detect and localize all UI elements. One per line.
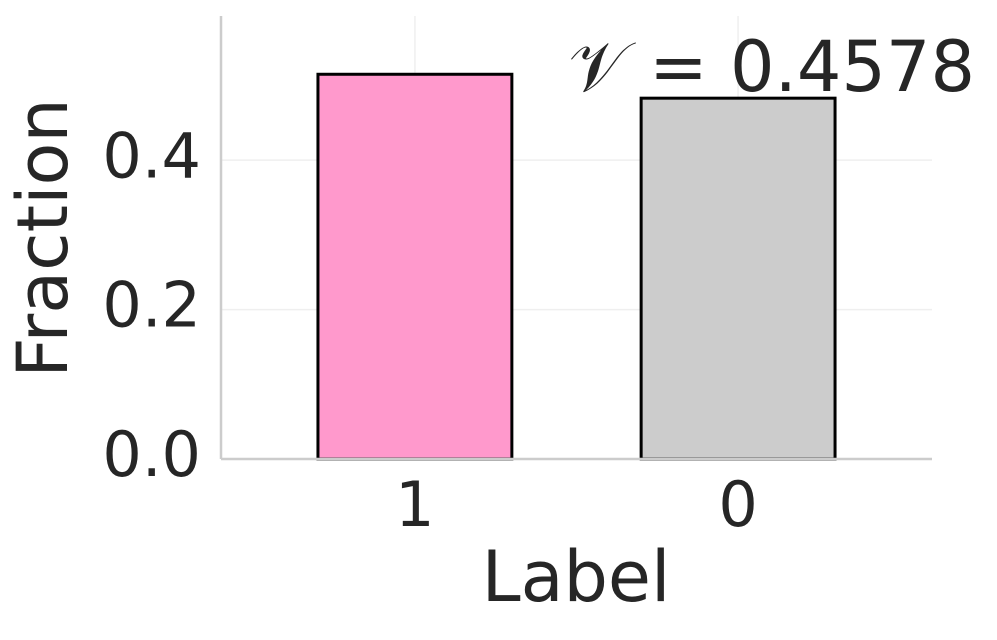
bar <box>639 96 837 461</box>
bar <box>316 72 514 461</box>
y-axis-label: Fraction <box>2 98 84 377</box>
y-tick-label: 0.0 <box>102 418 201 491</box>
x-axis-label: Label <box>482 536 671 618</box>
x-tick-label: 1 <box>395 468 434 541</box>
annotation: 𝒱 = 0.4578 <box>569 26 975 108</box>
y-tick-label: 0.4 <box>102 119 201 192</box>
x-tick-label: 0 <box>718 468 757 541</box>
y-tick-label: 0.2 <box>102 269 201 342</box>
